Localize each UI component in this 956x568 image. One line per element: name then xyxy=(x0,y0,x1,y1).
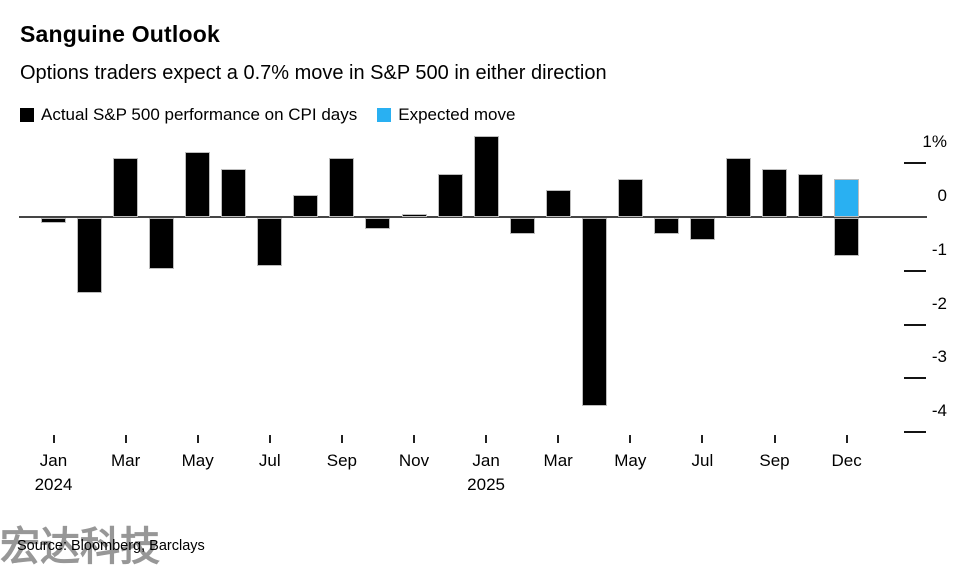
actual-move-bar xyxy=(545,190,571,217)
actual-move-bar xyxy=(653,218,679,235)
x-axis-month-label: Jan xyxy=(39,451,68,470)
y-axis-label: -3 xyxy=(931,347,947,367)
x-axis-tick xyxy=(485,435,488,443)
actual-move-bar xyxy=(834,218,860,256)
source-credit: Source: Bloomberg, Barclays xyxy=(17,538,205,554)
x-axis-month-label: Nov xyxy=(398,451,430,470)
x-axis-month-label: Sep xyxy=(326,451,358,470)
x-axis-month-label: Jul xyxy=(258,451,281,470)
chart-title: Sanguine Outlook xyxy=(20,21,220,47)
x-axis-month-label: Jul xyxy=(691,451,714,470)
actual-move-bar xyxy=(725,157,751,217)
y-axis-tick xyxy=(904,431,926,434)
x-axis-month-label: Mar xyxy=(110,451,141,470)
x-axis-month-label: Sep xyxy=(759,451,790,470)
y-axis-label: 0 xyxy=(937,186,947,205)
x-axis-tick xyxy=(629,435,632,443)
legend-swatch-black-icon xyxy=(20,108,34,122)
watermark-text: 宏达科技 xyxy=(0,525,160,568)
actual-move-bar xyxy=(149,218,175,270)
y-axis-label: -4 xyxy=(931,401,947,421)
actual-move-bar xyxy=(509,218,535,235)
y-axis-tick xyxy=(904,269,926,272)
x-axis-tick xyxy=(268,435,271,443)
expected-move-bar xyxy=(834,179,860,217)
y-axis-tick xyxy=(904,377,926,380)
actual-move-bar xyxy=(221,168,247,217)
x-axis-tick xyxy=(845,435,848,443)
legend-swatch-blue-icon xyxy=(377,108,392,122)
x-axis-month-label: Dec xyxy=(831,451,862,470)
x-axis-tick xyxy=(413,435,415,443)
x-axis-month-label: May xyxy=(181,451,214,470)
actual-move-bar xyxy=(473,136,499,217)
x-axis-tick xyxy=(557,435,560,443)
actual-move-bar xyxy=(77,218,103,294)
x-axis-year-label: 2024 xyxy=(34,475,73,494)
x-axis-tick xyxy=(340,435,343,443)
x-axis-year-label: 2025 xyxy=(467,475,505,494)
actual-move-bar xyxy=(617,179,643,217)
actual-move-bar xyxy=(437,173,463,217)
y-axis-label: -1 xyxy=(931,239,947,259)
actual-move-bar xyxy=(185,152,211,217)
x-axis-tick xyxy=(773,435,776,443)
actual-move-bar xyxy=(762,168,787,217)
actual-move-bar xyxy=(581,218,607,407)
y-axis-tick xyxy=(904,323,926,326)
y-axis-label: 1% xyxy=(922,132,947,152)
actual-move-bar xyxy=(798,173,824,217)
x-axis-tick xyxy=(52,435,55,443)
x-axis-tick xyxy=(124,435,127,443)
actual-move-bar xyxy=(401,214,427,217)
legend-item-expected: Expected move xyxy=(377,105,515,125)
legend-label-actual: Actual S&P 500 performance on CPI days xyxy=(41,105,358,124)
actual-move-bar xyxy=(41,218,66,224)
y-axis-label: -2 xyxy=(931,293,947,313)
x-axis-zero-line xyxy=(19,216,927,218)
y-axis-tick xyxy=(904,162,926,165)
legend-label-expected: Expected move xyxy=(398,105,516,124)
x-axis-month-label: Jan xyxy=(472,451,500,470)
actual-move-bar xyxy=(365,218,391,229)
actual-move-bar xyxy=(293,195,319,217)
x-axis-month-label: May xyxy=(614,451,647,470)
actual-move-bar xyxy=(329,157,355,217)
actual-move-bar xyxy=(689,218,715,240)
x-axis-tick xyxy=(701,435,704,443)
actual-move-bar xyxy=(113,157,139,217)
legend-item-actual: Actual S&P 500 performance on CPI days xyxy=(20,105,357,125)
actual-move-bar xyxy=(257,218,283,267)
chart-subtitle: Options traders expect a 0.7% move in S&… xyxy=(20,62,607,84)
chart-legend: Actual S&P 500 performance on CPI days E… xyxy=(20,105,515,125)
x-axis-tick xyxy=(196,435,199,443)
x-axis-month-label: Mar xyxy=(543,451,573,470)
